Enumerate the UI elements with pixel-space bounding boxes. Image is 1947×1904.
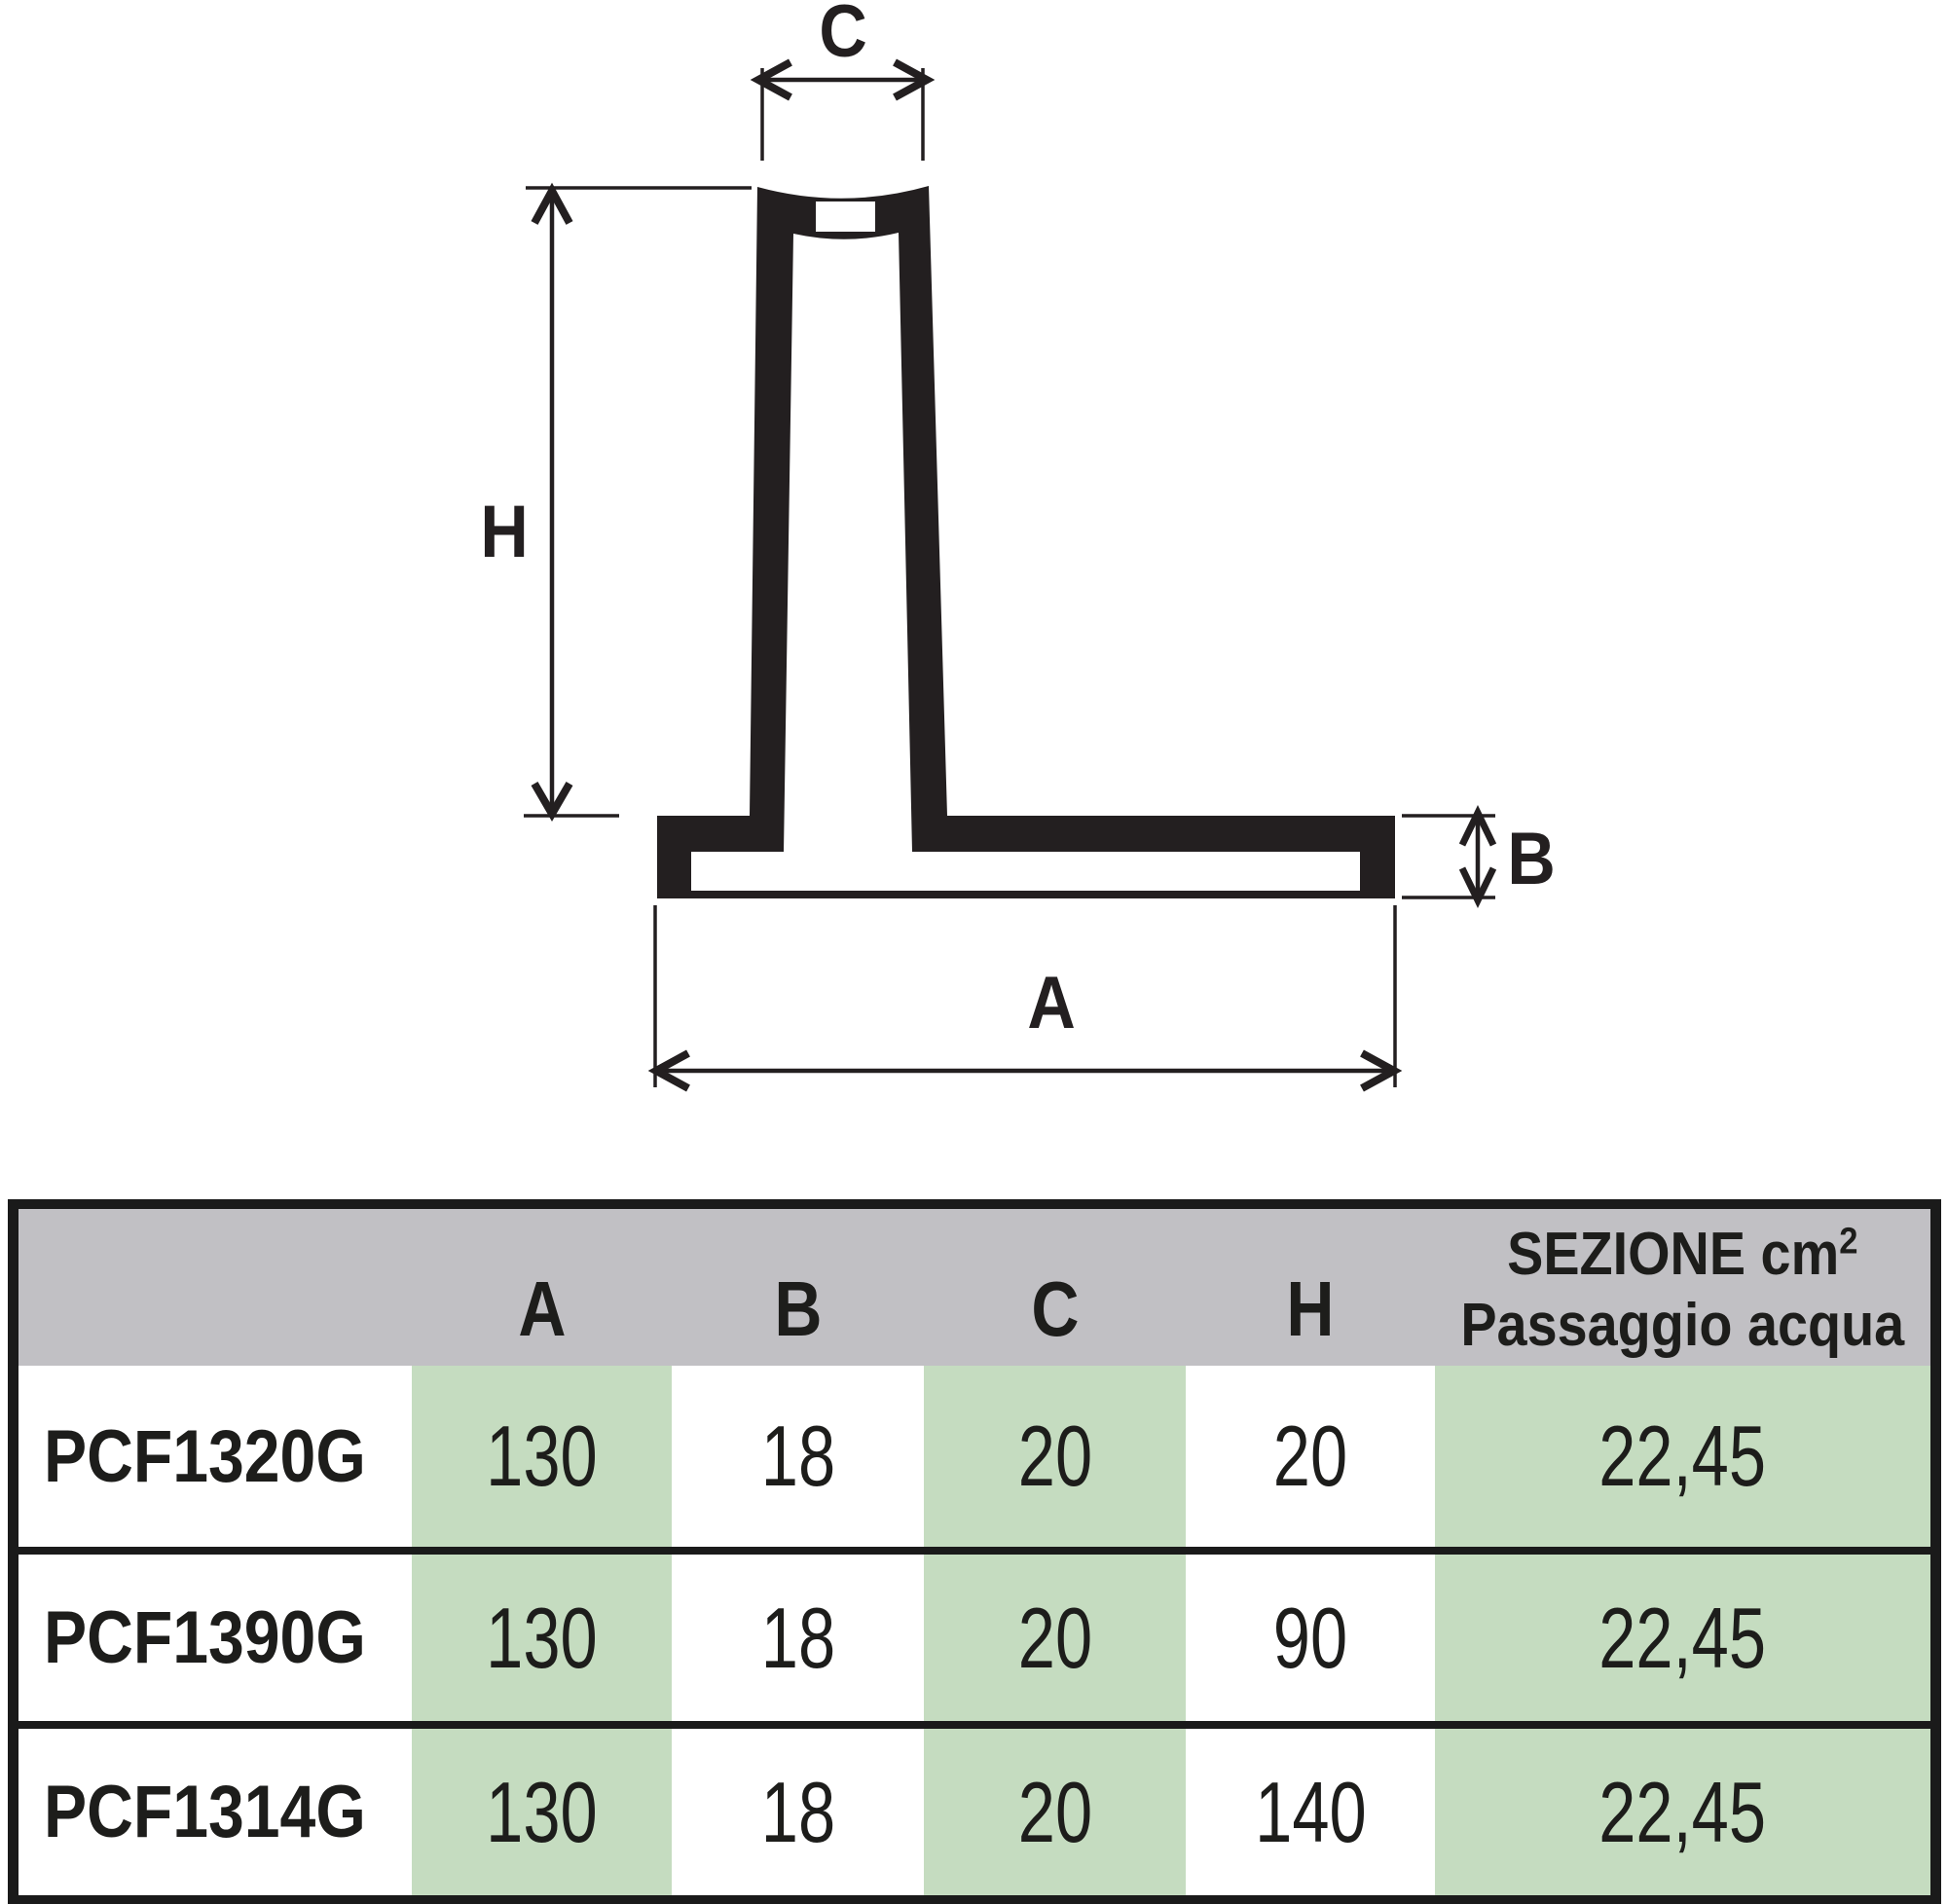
value-sezione: 22,45 xyxy=(1598,1763,1767,1860)
column-header-b: B xyxy=(672,1209,924,1366)
dim-b-label: B xyxy=(1507,819,1555,900)
sezione-superscript: 2 xyxy=(1839,1220,1858,1263)
table-row-3-code-cell: PCF1314G xyxy=(18,1721,412,1895)
value-h: 140 xyxy=(1254,1763,1367,1860)
table-row-1-b-cell: 18 xyxy=(672,1366,924,1547)
column-header-b-label: B xyxy=(773,1265,823,1352)
dim-h-arrowhead-bottom xyxy=(531,781,573,822)
product-code: PCF1320G xyxy=(44,1414,366,1498)
dim-h-arrowhead-top xyxy=(531,182,573,225)
spec-table: A B C H SEZIONE cm2 Passaggio acqua PCF1… xyxy=(8,1199,1941,1904)
value-sezione: 22,45 xyxy=(1598,1408,1767,1504)
value-sezione: 22,45 xyxy=(1598,1589,1767,1686)
dim-c-arrowhead-left xyxy=(750,58,792,101)
dim-a-arrowhead-right xyxy=(1360,1049,1403,1092)
column-header-c-label: C xyxy=(1030,1265,1080,1352)
sezione-line1: SEZIONE cm xyxy=(1507,1220,1840,1288)
table-row-1-code-cell: PCF1320G xyxy=(18,1366,412,1547)
table-row-2-a-cell: 130 xyxy=(412,1547,672,1721)
value-h: 20 xyxy=(1272,1408,1348,1504)
table-row-1-sezione-cell: 22,45 xyxy=(1435,1366,1930,1547)
table-row-3-sezione-cell: 22,45 xyxy=(1435,1721,1930,1895)
value-a: 130 xyxy=(486,1408,598,1504)
value-b: 18 xyxy=(760,1763,835,1860)
table-row-1-h-cell: 20 xyxy=(1186,1366,1435,1547)
value-c: 20 xyxy=(1017,1589,1092,1686)
profile-diagram: C H B A xyxy=(480,0,1556,1092)
table-row-1-c-cell: 20 xyxy=(924,1366,1186,1547)
table-row-3-c-cell: 20 xyxy=(924,1721,1186,1895)
value-h: 90 xyxy=(1272,1589,1348,1686)
value-b: 18 xyxy=(760,1408,835,1504)
dim-a-extension-lines xyxy=(653,905,1397,1087)
column-header-sezione-label: SEZIONE cm2 Passaggio acqua xyxy=(1461,1214,1905,1361)
dim-c xyxy=(750,58,936,161)
dim-c-label: C xyxy=(819,0,866,73)
table-row-2-b-cell: 18 xyxy=(672,1547,924,1721)
column-header-h-label: H xyxy=(1286,1265,1335,1352)
dim-h xyxy=(524,182,752,822)
dim-c-arrowhead-right xyxy=(893,58,936,101)
table-row-3-a-cell: 130 xyxy=(412,1721,672,1895)
table-row-3-b-cell: 18 xyxy=(672,1721,924,1895)
table-row-3-h-cell: 140 xyxy=(1186,1721,1435,1895)
dim-b xyxy=(1402,804,1497,909)
product-code: PCF1314G xyxy=(44,1771,366,1853)
value-c: 20 xyxy=(1017,1763,1092,1860)
column-header-a: A xyxy=(412,1209,672,1366)
value-c: 20 xyxy=(1017,1408,1092,1504)
sezione-line2: Passaggio acqua xyxy=(1460,1291,1905,1359)
dim-h-label: H xyxy=(480,492,528,573)
header-cell-empty xyxy=(18,1209,412,1366)
value-b: 18 xyxy=(760,1589,835,1686)
dim-a-arrowhead-left xyxy=(647,1049,690,1092)
column-header-h: H xyxy=(1186,1209,1435,1366)
table-row-2-code-cell: PCF1390G xyxy=(18,1547,412,1721)
table-row-2-c-cell: 20 xyxy=(924,1547,1186,1721)
value-a: 130 xyxy=(486,1589,598,1686)
table-row-2-h-cell: 90 xyxy=(1186,1547,1435,1721)
dim-a xyxy=(647,905,1403,1092)
table-row-2-sezione-cell: 22,45 xyxy=(1435,1547,1930,1721)
value-a: 130 xyxy=(486,1763,598,1860)
profile-cross-section xyxy=(657,186,1395,898)
column-header-a-label: A xyxy=(517,1265,567,1352)
dim-b-arrowhead-top xyxy=(1458,804,1497,847)
dim-b-extension-lines xyxy=(1402,814,1495,899)
column-header-sezione: SEZIONE cm2 Passaggio acqua xyxy=(1435,1209,1930,1366)
table-row-1-a-cell: 130 xyxy=(412,1366,672,1547)
product-code: PCF1390G xyxy=(44,1596,366,1679)
dim-a-label: A xyxy=(1027,963,1075,1044)
dim-b-arrowhead-bottom xyxy=(1458,866,1497,909)
column-header-c: C xyxy=(924,1209,1186,1366)
